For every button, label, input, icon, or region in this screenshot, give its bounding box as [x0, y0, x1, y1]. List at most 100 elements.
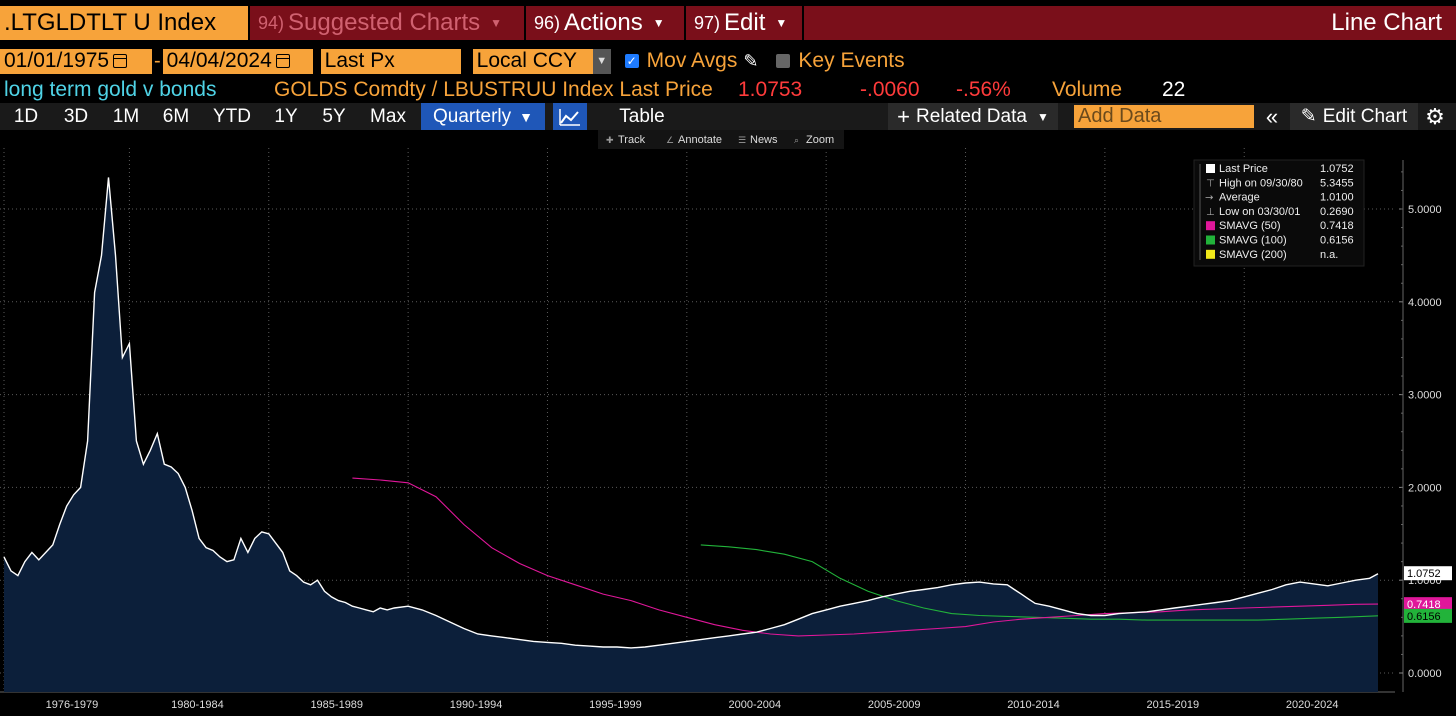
x-axis: 1976-1979 1980-1984 1985-1989 1990-1994 1995… [46, 699, 1339, 711]
legend-value: 0.7418 [1320, 220, 1354, 232]
field-selector[interactable]: Last Px [320, 48, 461, 74]
period-1d[interactable]: 1D [13, 105, 39, 127]
parameter-row: 01/01/1975 - 04/04/2024 Last Px Local CC… [0, 46, 1456, 76]
legend-value: 5.3455 [1320, 177, 1354, 189]
value-tag-text: 1.0752 [1407, 568, 1441, 580]
mov-avgs-checkbox[interactable]: ✓ [624, 54, 639, 68]
legend-value: 1.0100 [1320, 192, 1354, 204]
edit-menu[interactable]: 97) Edit ▼ [686, 6, 804, 40]
key-events-checkbox[interactable] [776, 54, 791, 68]
tool-track: Track [618, 134, 646, 146]
value-tag-bg [1404, 608, 1452, 623]
chevron-down-icon[interactable]: ▼ [592, 48, 611, 74]
tool-annotate: Annotate [678, 134, 722, 146]
start-date-field[interactable]: 01/01/1975 [0, 48, 152, 74]
legend-value: 0.6156 [1320, 235, 1354, 247]
value-tag-bg [1404, 597, 1452, 612]
end-date-value: 04/04/2024 [166, 49, 272, 72]
y-tick-label: 0.0000 [1408, 668, 1442, 680]
period-ytd[interactable]: YTD [213, 105, 251, 127]
series-line-last-price [3, 177, 1379, 649]
pencil-icon[interactable]: ✎ [743, 50, 759, 71]
x-tick-label: 1995-1999 [589, 699, 642, 711]
ticker-field[interactable]: .LTGLDTLT U Index [0, 6, 250, 40]
chart-tools-bg [598, 130, 844, 149]
add-data-input[interactable]: Add Data [1074, 105, 1254, 128]
series-formula: GOLDS Comdty / LBUSTRUU Index Last Price [274, 78, 713, 101]
legend-value: n.a. [1320, 249, 1338, 261]
series-line-smavg-50- [352, 477, 1379, 637]
legend-swatch [1206, 164, 1215, 173]
legend-label: SMAVG (100) [1219, 235, 1287, 247]
period-3d[interactable]: 3D [63, 105, 89, 127]
legend-box [1193, 159, 1365, 267]
value-tag-bg [1404, 566, 1452, 581]
period-max[interactable]: Max [370, 105, 406, 127]
x-tick-label: 2000-2004 [728, 699, 781, 711]
volume-label: Volume [1052, 78, 1123, 101]
x-tick-label: 1980-1984 [171, 699, 224, 711]
tool-icon: ⌕ [794, 136, 799, 146]
price-change-pct: -.56% [956, 78, 1011, 101]
mov-avgs-label: Mov Avgs [646, 49, 738, 72]
x-tick-label: 2005-2009 [868, 699, 921, 711]
actions-menu[interactable]: 96) Actions ▼ [526, 6, 686, 40]
end-date-field[interactable]: 04/04/2024 [162, 48, 313, 74]
suggested-charts-menu[interactable]: 94) Suggested Charts ▼ [250, 6, 526, 40]
tool-news: News [750, 134, 778, 146]
x-tick-label: 2015-2019 [1147, 699, 1200, 711]
collapse-icon[interactable]: « [1265, 103, 1279, 129]
legend-swatch [1206, 249, 1215, 259]
tool-icon: ☰ [738, 136, 746, 146]
chart-lines [3, 177, 1379, 649]
last-price: 1.0753 [738, 78, 803, 101]
related-data-label: Related Data [916, 105, 1027, 127]
legend-value: 0.2690 [1320, 206, 1354, 218]
table-button[interactable]: Table [619, 105, 665, 127]
chart-legend: Last Price 1.0752 ⊤ High on 09/30/80 5.3455 →… [1193, 159, 1365, 267]
average-marker-icon: → [1205, 193, 1213, 204]
plus-icon: + [897, 103, 911, 129]
x-tick-label: 2010-2014 [1007, 699, 1060, 711]
x-tick-label: 2020-2024 [1286, 699, 1339, 711]
chevron-down-icon: ▼ [1036, 109, 1049, 124]
chart-type-title: Line Chart [1331, 9, 1442, 36]
y-tick-label: 3.0000 [1408, 390, 1442, 402]
frequency-selector[interactable]: Quarterly ▼ [421, 103, 545, 130]
legend-label: High on 09/30/80 [1219, 177, 1303, 189]
pencil-icon: ✎ [1300, 106, 1317, 127]
y-tick-label: 2.0000 [1408, 482, 1442, 494]
high-marker-icon: ⊤ [1206, 178, 1215, 189]
x-tick-label: 1985-1989 [310, 699, 363, 711]
top-strip [0, 0, 1456, 6]
menu-number: 97) [694, 12, 721, 33]
tool-icon: ✚ [606, 136, 614, 146]
calendar-icon[interactable] [113, 54, 128, 68]
legend-swatch [1206, 221, 1215, 231]
chart-toolbar: 1D 3D 1M 6M YTD 1Y 5Y Max Quarterly ▼ Ta… [0, 103, 1456, 130]
volume-value: 22 [1162, 78, 1186, 101]
chevron-down-icon: ▼ [490, 16, 503, 30]
chevron-down-icon: ▼ [519, 108, 533, 125]
period-5y[interactable]: 5Y [322, 105, 346, 127]
line-chart-icon[interactable] [553, 103, 587, 130]
related-data-button[interactable]: + Related Data ▼ [888, 103, 1058, 130]
date-separator: - [154, 49, 161, 72]
title-bar: .LTGLDTLT U Index 94) Suggested Charts ▼… [0, 6, 1456, 40]
value-tag-text: 0.6156 [1407, 611, 1441, 623]
low-marker-icon: ⊥ [1206, 207, 1215, 218]
period-6m[interactable]: 6M [162, 105, 190, 127]
x-tick-label: 1976-1979 [46, 699, 99, 711]
period-1y[interactable]: 1Y [274, 105, 298, 127]
currency-selector[interactable]: Local CCY [472, 48, 593, 74]
period-1m[interactable]: 1M [112, 105, 140, 127]
gear-icon[interactable]: ⚙ [1425, 103, 1445, 129]
chart-area [4, 177, 1378, 692]
legend-label: Average [1219, 192, 1260, 204]
edit-chart-button[interactable]: ✎ Edit Chart [1290, 103, 1418, 130]
menu-number: 96) [534, 12, 561, 33]
legend-label: SMAVG (50) [1219, 220, 1281, 232]
calendar-icon[interactable] [275, 54, 290, 68]
menu-label: Suggested Charts [288, 9, 481, 36]
